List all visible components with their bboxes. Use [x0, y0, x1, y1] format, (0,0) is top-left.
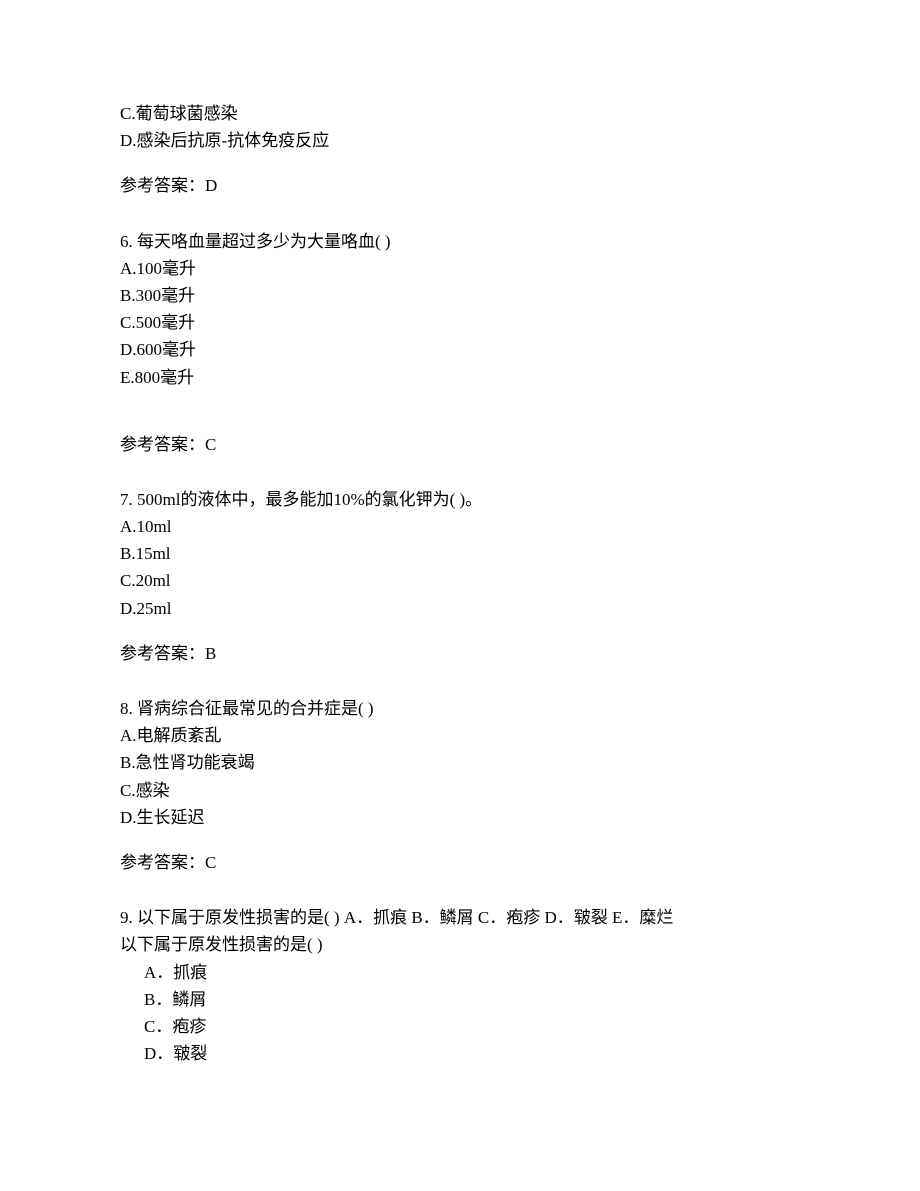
- option-b: B．鳞屑: [120, 986, 800, 1013]
- question-5-partial: C.葡萄球菌感染 D.感染后抗原-抗体免疫反应 参考答案：D: [120, 100, 800, 200]
- option-b: B.15ml: [120, 540, 800, 567]
- option-c: C.感染: [120, 777, 800, 804]
- option-c: C．疱疹: [120, 1013, 800, 1040]
- option-d: D.生长延迟: [120, 804, 800, 831]
- option-c: C.500毫升: [120, 309, 800, 336]
- question-8: 8. 肾病综合征最常见的合并症是( ) A.电解质紊乱 B.急性肾功能衰竭 C.…: [120, 695, 800, 876]
- option-c: C.葡萄球菌感染: [120, 100, 800, 127]
- option-d: D.感染后抗原-抗体免疫反应: [120, 127, 800, 154]
- option-d: D．皲裂: [120, 1040, 800, 1067]
- option-b: B.急性肾功能衰竭: [120, 749, 800, 776]
- answer-label: 参考答案：C: [120, 431, 800, 458]
- answer-label: 参考答案：B: [120, 640, 800, 667]
- question-text-line1: 9. 以下属于原发性损害的是( ) A．抓痕 B．鳞屑 C．疱疹 D．皲裂 E．…: [120, 904, 800, 931]
- option-a: A．抓痕: [120, 959, 800, 986]
- question-text: 7. 500ml的液体中，最多能加10%的氯化钾为( )。: [120, 486, 800, 513]
- option-c: C.20ml: [120, 567, 800, 594]
- option-a: A.10ml: [120, 513, 800, 540]
- question-7: 7. 500ml的液体中，最多能加10%的氯化钾为( )。 A.10ml B.1…: [120, 486, 800, 667]
- question-text: 6. 每天咯血量超过多少为大量咯血( ): [120, 228, 800, 255]
- option-e: E.800毫升: [120, 364, 800, 391]
- question-text-line2: 以下属于原发性损害的是( ): [120, 931, 800, 958]
- option-b: B.300毫升: [120, 282, 800, 309]
- option-a: A.100毫升: [120, 255, 800, 282]
- answer-label: 参考答案：D: [120, 172, 800, 199]
- option-a: A.电解质紊乱: [120, 722, 800, 749]
- option-d: D.600毫升: [120, 336, 800, 363]
- question-9: 9. 以下属于原发性损害的是( ) A．抓痕 B．鳞屑 C．疱疹 D．皲裂 E．…: [120, 904, 800, 1067]
- answer-label: 参考答案：C: [120, 849, 800, 876]
- question-6: 6. 每天咯血量超过多少为大量咯血( ) A.100毫升 B.300毫升 C.5…: [120, 228, 800, 458]
- option-d: D.25ml: [120, 595, 800, 622]
- question-text: 8. 肾病综合征最常见的合并症是( ): [120, 695, 800, 722]
